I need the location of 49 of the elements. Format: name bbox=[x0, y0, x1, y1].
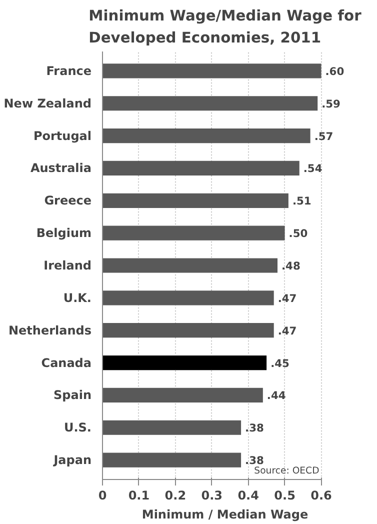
data-label: .50 bbox=[288, 227, 308, 240]
data-label: .57 bbox=[314, 130, 334, 143]
data-label: .59 bbox=[322, 97, 340, 110]
y-tick-label: France bbox=[46, 64, 92, 78]
data-label: .54 bbox=[303, 162, 322, 176]
bar bbox=[102, 452, 242, 468]
x-tick-label: 0 bbox=[98, 488, 107, 502]
y-tick-label: New Zealand bbox=[4, 96, 92, 110]
y-tick-label: Japan bbox=[52, 453, 92, 468]
annotation: Source: OECD bbox=[254, 465, 320, 476]
bar bbox=[102, 323, 274, 338]
data-label: .44 bbox=[266, 389, 286, 402]
y-tick-label: Greece bbox=[44, 194, 92, 208]
data-label: .48 bbox=[282, 260, 300, 272]
data-label: .60 bbox=[325, 64, 344, 78]
x-tick-label: 0.3 bbox=[201, 488, 223, 502]
bar bbox=[102, 258, 278, 273]
x-tick-label: 0.5 bbox=[274, 488, 296, 502]
data-label: .47 bbox=[278, 292, 297, 305]
x-tick-label: 0.6 bbox=[310, 488, 332, 502]
bar bbox=[102, 388, 263, 402]
bar bbox=[102, 64, 322, 78]
y-tick-label: Australia bbox=[30, 161, 92, 176]
bar bbox=[102, 96, 318, 111]
bar bbox=[102, 290, 274, 306]
bar bbox=[102, 420, 242, 435]
y-tick-label: Ireland bbox=[44, 258, 92, 272]
data-label: .38 bbox=[245, 454, 264, 468]
x-tick-label: 0.4 bbox=[238, 488, 259, 502]
y-tick-label: Belgium bbox=[36, 226, 92, 240]
x-tick-label: 0.2 bbox=[164, 488, 186, 502]
y-tick-label: U.S. bbox=[64, 420, 92, 435]
bar bbox=[102, 193, 288, 208]
x-axis-title: Minimum / Median Wage bbox=[142, 508, 308, 522]
y-tick-label: Portugal bbox=[33, 128, 92, 143]
data-label: .45 bbox=[270, 356, 290, 370]
y-tick-label: U.K. bbox=[63, 290, 92, 305]
chart-title: Minimum Wage/Median Wage for Developed Economies, 2011 bbox=[88, 7, 362, 46]
bar bbox=[102, 128, 310, 144]
data-label: .38 bbox=[245, 422, 264, 435]
y-tick-label: Spain bbox=[54, 388, 92, 402]
data-label: .47 bbox=[278, 324, 297, 338]
bar bbox=[102, 226, 285, 240]
bar bbox=[102, 160, 300, 176]
bar bbox=[102, 355, 267, 370]
data-label: .51 bbox=[292, 194, 312, 208]
y-tick-label: Netherlands bbox=[8, 323, 92, 338]
y-tick-label: Canada bbox=[41, 356, 92, 370]
x-tick-label: 0.1 bbox=[128, 488, 150, 502]
